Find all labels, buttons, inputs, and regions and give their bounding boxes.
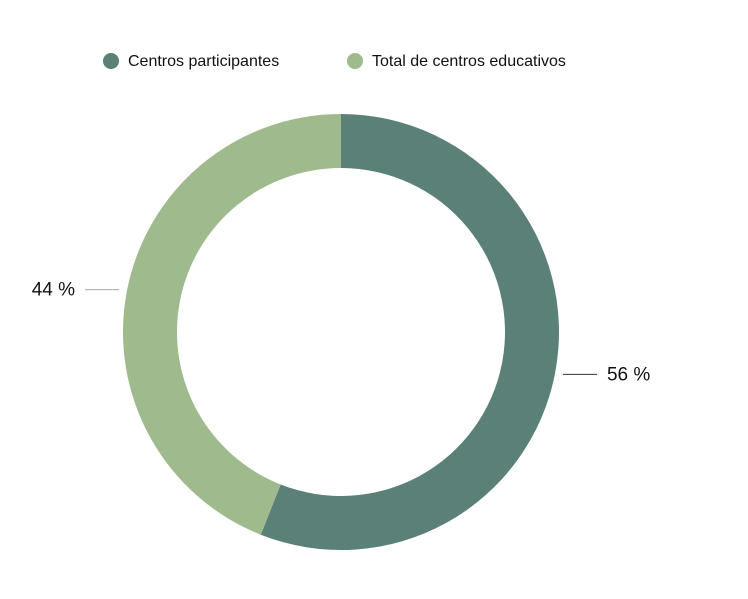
data-label: 44 % [32, 280, 75, 301]
legend-label: Centros participantes [128, 53, 279, 70]
donut-slice [122, 113, 341, 535]
legend-marker [347, 53, 363, 69]
legend-label: Total de centros educativos [372, 53, 566, 70]
donut-slice [260, 114, 559, 550]
data-label: 56 % [607, 364, 650, 385]
legend-marker [103, 53, 119, 69]
